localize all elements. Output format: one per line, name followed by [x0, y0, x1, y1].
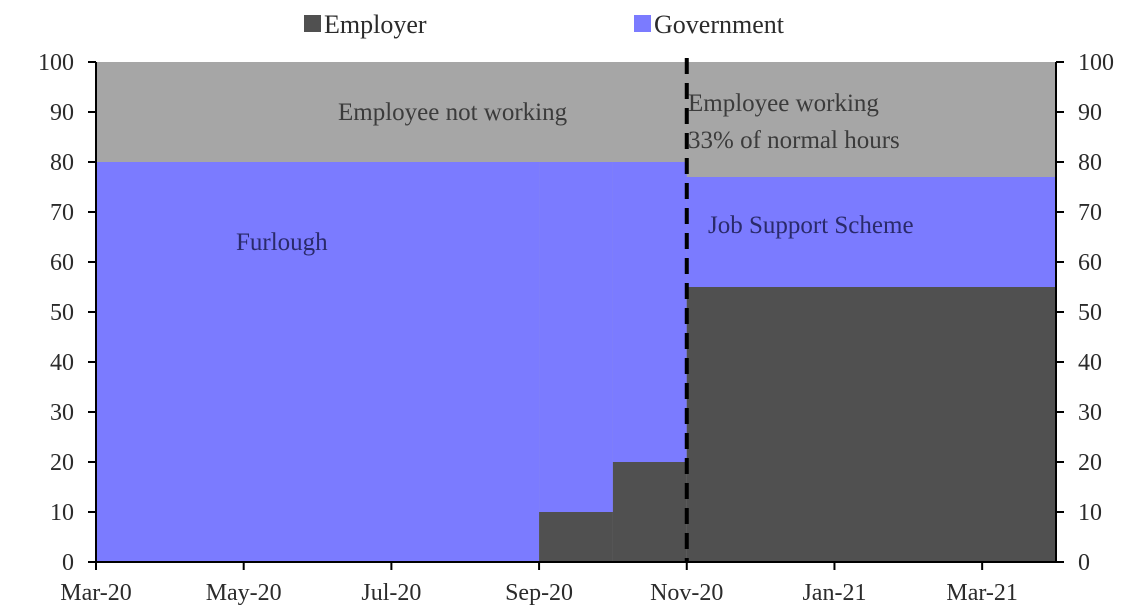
right-tick-label: 0: [1078, 550, 1090, 576]
left-tick-label: 0: [62, 550, 74, 576]
left-tick-label: 100: [38, 50, 74, 76]
right-tick-label: 10: [1078, 500, 1102, 526]
right-tick-label: 60: [1078, 250, 1102, 276]
x-tick-label: Nov-20: [650, 580, 723, 606]
left-tick-label: 80: [50, 150, 74, 176]
right-tick-label: 40: [1078, 350, 1102, 376]
government-area-3: [686, 177, 1056, 287]
right-tick-label: 80: [1078, 150, 1102, 176]
x-axis-ticks: Mar-20 May-20 Jul-20 Sep-20 Nov-20 Jan-21 Mar-…: [60, 562, 1018, 606]
annotation-job-support-scheme: Job Support Scheme: [708, 212, 914, 239]
right-tick-label: 30: [1078, 400, 1102, 426]
left-tick-label: 20: [50, 450, 74, 476]
annotation-furlough: Furlough: [236, 229, 328, 256]
annotation-employee-working: Employee working: [688, 90, 879, 117]
left-tick-label: 90: [50, 100, 74, 126]
x-tick-label: Jan-21: [802, 580, 866, 606]
left-tick-label: 60: [50, 250, 74, 276]
right-tick-label: 100: [1078, 50, 1114, 76]
legend-swatch-employer: [304, 15, 321, 32]
legend-label-employer: Employer: [324, 10, 427, 39]
right-tick-label: 90: [1078, 100, 1102, 126]
left-tick-label: 10: [50, 500, 74, 526]
employer-area-2: [612, 462, 687, 562]
employer-area-3: [686, 287, 1056, 562]
legend-label-government: Government: [654, 10, 785, 39]
left-tick-label: 30: [50, 400, 74, 426]
annotation-normal-hours: 33% of normal hours: [688, 127, 900, 154]
government-area-0: [96, 162, 540, 562]
x-tick-label: May-20: [206, 580, 282, 606]
right-tick-label: 70: [1078, 200, 1102, 226]
employer-area-1: [539, 512, 613, 562]
legend: Employer Government: [304, 10, 785, 39]
x-tick-label: Mar-21: [946, 580, 1018, 606]
government-area-1: [539, 162, 613, 512]
right-tick-label: 20: [1078, 450, 1102, 476]
x-tick-label: Mar-20: [60, 580, 132, 606]
left-tick-label: 40: [50, 350, 74, 376]
x-tick-label: Jul-20: [361, 580, 421, 606]
annotation-employee-not-working: Employee not working: [338, 99, 568, 126]
government-area-2: [612, 162, 687, 462]
employer-areas: [539, 287, 1056, 562]
x-tick-label: Sep-20: [505, 580, 573, 606]
left-tick-label: 70: [50, 200, 74, 226]
government-areas: [96, 162, 1056, 562]
left-tick-label: 50: [50, 300, 74, 326]
left-axis-ticks: 0 10 20 30 40 50 60 70 80 90 100: [38, 50, 96, 576]
right-tick-label: 50: [1078, 300, 1102, 326]
legend-swatch-government: [634, 15, 651, 32]
right-axis-ticks: 0 10 20 30 40 50 60 70 80 90 100: [1056, 50, 1114, 576]
